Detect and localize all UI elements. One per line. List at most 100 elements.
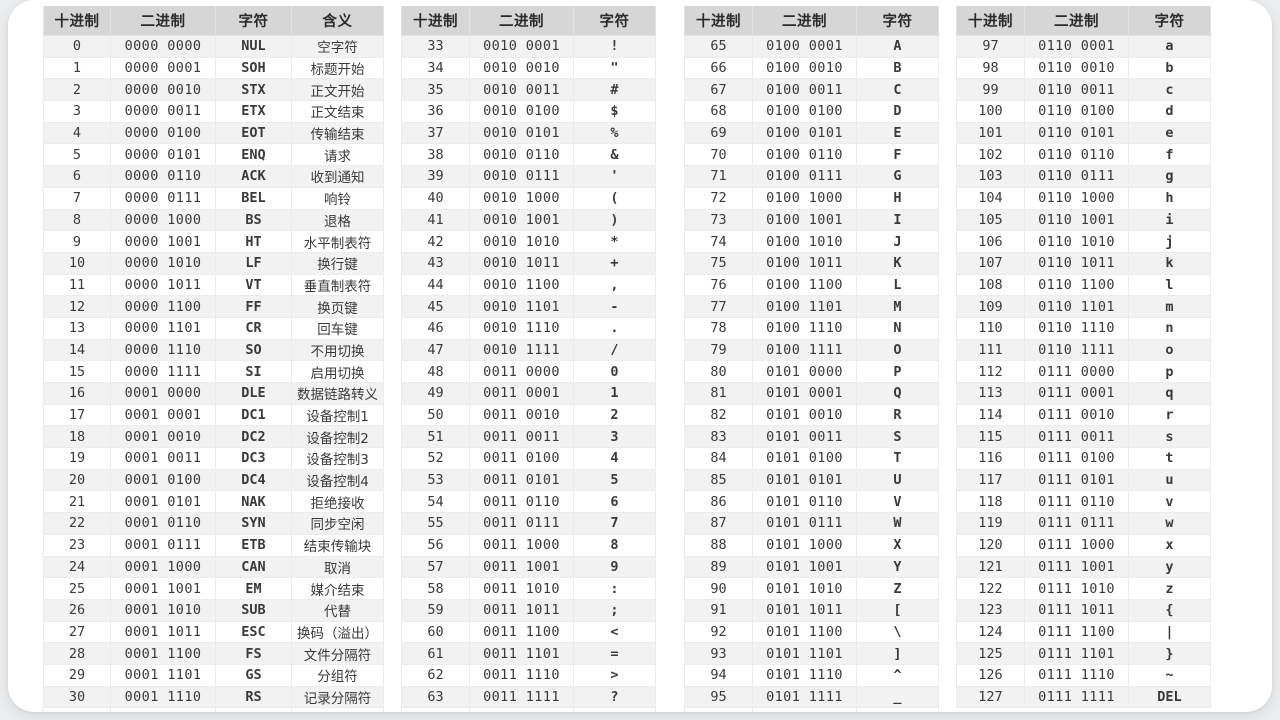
cell-meaning: 文件分隔符 — [291, 642, 384, 665]
cell-decimal: 76 — [684, 273, 753, 297]
table-row: 15 0000 1111 SI 启用切换 — [43, 360, 384, 383]
cell-decimal: 11 — [43, 273, 111, 297]
table-row: 84 0101 0100 T — [684, 447, 939, 470]
table-row: 116 0111 0100 t — [956, 447, 1211, 470]
cell-binary: 0010 0101 — [469, 121, 574, 145]
cell-character: \ — [856, 620, 939, 644]
cell-decimal: 28 — [43, 642, 111, 665]
cell-binary: 0100 0111 — [752, 165, 857, 188]
table-row: 17 0001 0001 DC1 设备控制1 — [43, 403, 384, 427]
cell-decimal: 35 — [401, 78, 470, 102]
cell-binary: 0100 1100 — [752, 273, 857, 297]
table-row: 40 0010 1000( — [401, 186, 656, 210]
cell-meaning: 拒绝接收 — [291, 490, 384, 514]
cell-character: EOT — [215, 121, 292, 145]
table-row: 49 0011 0001 1 — [401, 382, 656, 405]
cell-character: q — [1128, 382, 1211, 405]
cell-decimal: 125 — [956, 642, 1025, 665]
cell-decimal: 110 — [956, 316, 1025, 340]
cell-decimal: 108 — [956, 273, 1025, 297]
cell-character: + — [573, 251, 656, 275]
cell-binary: 0111 1011 — [1024, 598, 1129, 622]
table-row: 960110 0000` — [684, 707, 939, 712]
table-row: 6 0000 0110 ACK 收到通知 — [43, 165, 384, 188]
cell-decimal: 26 — [43, 598, 111, 622]
cell-character: SUB — [215, 598, 292, 622]
cell-decimal: 79 — [684, 338, 753, 362]
cell-binary: 0011 1110 — [469, 663, 574, 687]
cell-binary: 0110 0111 — [1024, 165, 1129, 188]
cell-binary: 0000 1101 — [110, 316, 216, 340]
cell-character: STX — [215, 78, 292, 102]
cell-decimal: 52 — [401, 447, 470, 470]
cell-character: B — [856, 56, 939, 80]
cell-character: ) — [573, 208, 656, 232]
table-row: 86 0101 0110 V — [684, 490, 939, 514]
cell-decimal: 31 — [43, 707, 111, 712]
table-row: 125 0111 1101} — [956, 642, 1211, 665]
cell-decimal: 90 — [684, 577, 753, 600]
cell-decimal: 85 — [684, 468, 753, 492]
cell-binary: 0001 1001 — [110, 577, 216, 600]
cell-character: J — [856, 230, 939, 253]
cell-character: { — [1128, 598, 1211, 622]
table-row: 118 0111 0110 v — [956, 490, 1211, 514]
cell-decimal: 73 — [684, 208, 753, 232]
cell-binary: 0100 1011 — [752, 251, 857, 275]
cell-binary: 0110 1110 — [1024, 316, 1129, 340]
cell-binary: 0011 1000 — [469, 533, 574, 557]
cell-binary: 0011 0110 — [469, 490, 574, 514]
cell-decimal: 50 — [401, 403, 470, 427]
cell-binary: 0110 1011 — [1024, 251, 1129, 275]
cell-character: NUL — [215, 35, 292, 58]
cell-binary: 0101 1110 — [752, 663, 857, 687]
cell-character: y — [1128, 555, 1211, 579]
cell-decimal: 39 — [401, 165, 470, 188]
column-header-decimal: 十进制 — [684, 6, 753, 36]
cell-meaning: 传输结束 — [291, 121, 384, 145]
cell-binary: 0001 0101 — [110, 490, 216, 514]
cell-binary: 0010 1010 — [469, 230, 574, 253]
cell-binary: 0000 1111 — [110, 360, 216, 383]
cell-decimal: 59 — [401, 598, 470, 622]
cell-decimal: 19 — [43, 447, 111, 470]
cell-character: E — [856, 121, 939, 145]
table-row: 33 0010 0001! — [401, 35, 656, 58]
cell-decimal: 16 — [43, 382, 111, 405]
cell-decimal: 12 — [43, 295, 111, 318]
cell-binary: 0110 0011 — [1024, 78, 1129, 102]
cell-character: VT — [215, 273, 292, 297]
table-row: 121 0111 1001 y — [956, 555, 1211, 579]
cell-decimal: 109 — [956, 295, 1025, 318]
table-row: 122 0111 1010 z — [956, 577, 1211, 600]
cell-decimal: 105 — [956, 208, 1025, 232]
cell-character: EM — [215, 577, 292, 600]
cell-meaning: 代替 — [291, 598, 384, 622]
cell-character: D — [856, 100, 939, 123]
cell-decimal: 124 — [956, 620, 1025, 644]
cell-binary: 0111 0101 — [1024, 468, 1129, 492]
ascii-table-uppercase: 十进制 二进制 字符 65 0100 0001 A 66 0100 0010 B 67 010… — [684, 6, 939, 712]
column-header-decimal: 十进制 — [956, 6, 1025, 36]
cell-binary: 0000 0010 — [110, 78, 216, 102]
cell-binary: 0010 1000 — [469, 186, 574, 210]
cell-character: _ — [856, 685, 939, 709]
cell-decimal: 53 — [401, 468, 470, 492]
table-row: 120 0111 1000 x — [956, 533, 1211, 557]
cell-character: LF — [215, 251, 292, 275]
cell-binary: 0010 0100 — [469, 100, 574, 123]
table-row: 45 0010 1101- — [401, 295, 656, 318]
cell-decimal: 1 — [43, 56, 111, 80]
cell-meaning: 正文开始 — [291, 78, 384, 102]
table-block-control-chars: 十进制 二进制 字符 含义 0 0000 0000 NUL 空字符 1 0000 0001… — [43, 6, 384, 712]
column-header-character: 字符 — [856, 6, 939, 36]
table-row: 16 0001 0000 DLE 数据链路转义 — [43, 382, 384, 405]
cell-decimal: 80 — [684, 360, 753, 383]
cell-decimal: 64 — [401, 707, 470, 712]
cell-meaning: 记录分隔符 — [291, 685, 384, 709]
cell-binary: 0101 0101 — [752, 468, 857, 492]
cell-character: ACK — [215, 165, 292, 188]
site-watermark: www.hello-algo.com — [956, 708, 1211, 712]
table-row: 2 0000 0010 STX 正文开始 — [43, 78, 384, 102]
table-row: 28 0001 1100 FS 文件分隔符 — [43, 642, 384, 665]
